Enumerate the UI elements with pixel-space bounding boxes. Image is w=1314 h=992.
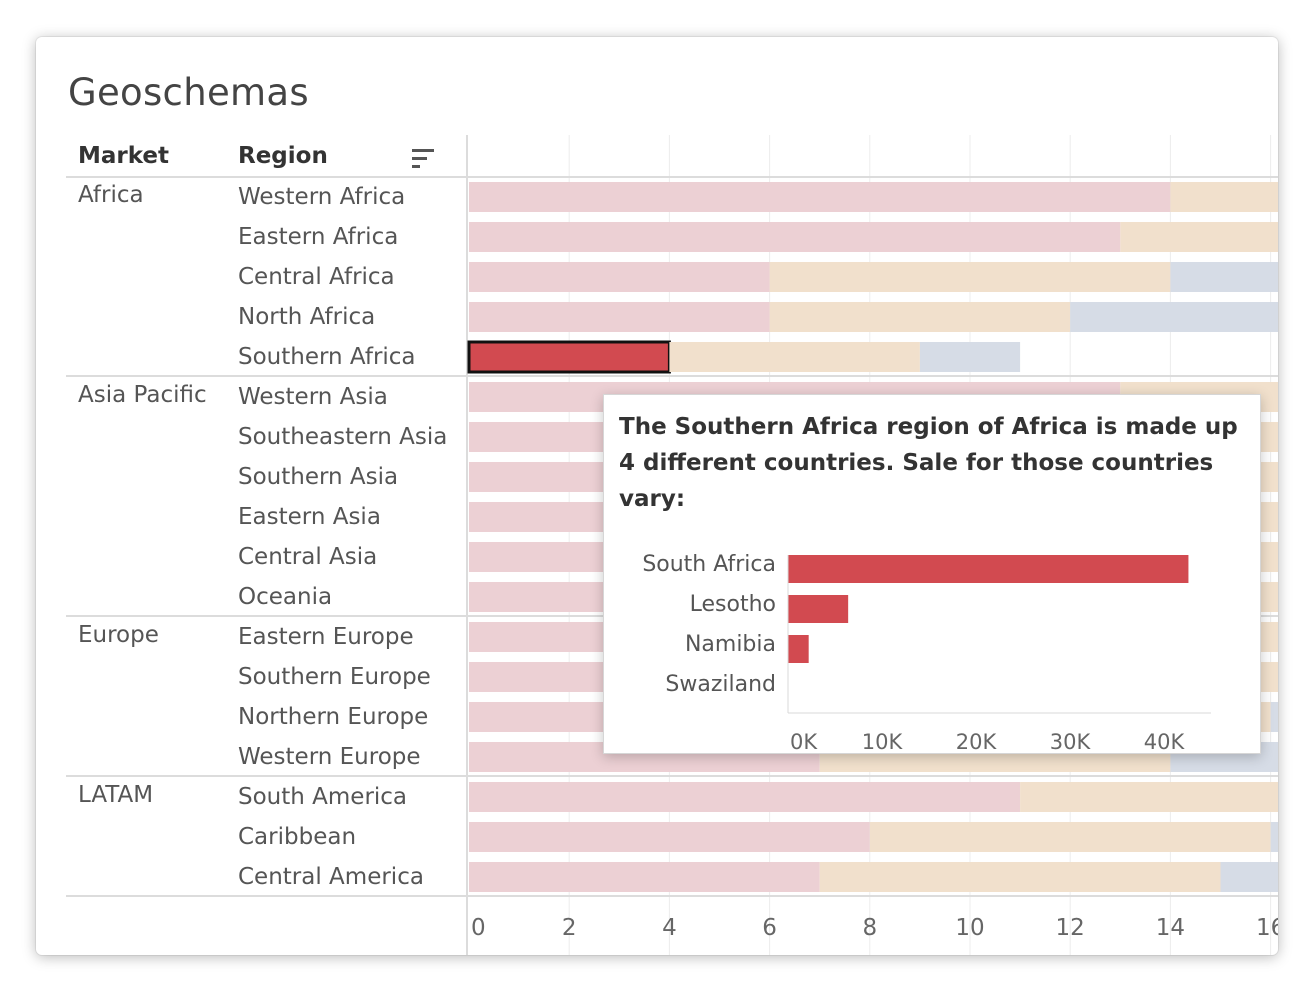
- region-label-western-europe: Western Europe: [238, 744, 421, 770]
- bar-caribbean-seg2[interactable]: [869, 822, 1271, 852]
- axis-divider: [466, 135, 468, 955]
- region-label-central-america: Central America: [238, 864, 424, 890]
- tooltip-x-tick: 20K: [956, 730, 998, 753]
- region-label-western-africa: Western Africa: [238, 184, 406, 210]
- tooltip-bar-lesotho: [788, 595, 849, 623]
- bar-central-africa-seg3[interactable]: [1170, 262, 1278, 292]
- bar-central-america-seg3[interactable]: [1220, 862, 1279, 892]
- bar-eastern-africa-seg1[interactable]: [469, 222, 1121, 252]
- market-separator: [66, 895, 1278, 897]
- tooltip-x-tick: 40K: [1144, 730, 1186, 753]
- tooltip-category-swaziland: Swaziland: [665, 672, 776, 697]
- region-label-southern-europe: Southern Europe: [238, 664, 431, 690]
- region-label-western-asia: Western Asia: [238, 384, 388, 410]
- region-label-oceania: Oceania: [238, 584, 333, 610]
- bar-central-america-seg1[interactable]: [469, 862, 820, 892]
- region-label-southeastern-asia: Southeastern Asia: [238, 424, 448, 450]
- region-label-eastern-asia: Eastern Asia: [238, 504, 381, 530]
- region-label-central-asia: Central Asia: [238, 544, 378, 570]
- x-tick-label: 0: [471, 915, 486, 941]
- tooltip-bar-chart: South Africa Lesotho Namibia Swaziland 0K 10K…: [642, 552, 1211, 753]
- x-tick-label: 12: [1056, 915, 1085, 941]
- market-separator: [66, 775, 1278, 777]
- bar-caribbean-seg1[interactable]: [469, 822, 870, 852]
- bar-southern-africa-seg3[interactable]: [919, 342, 1021, 372]
- region-label-northern-europe: Northern Europe: [238, 704, 429, 730]
- bar-caribbean-seg3[interactable]: [1270, 822, 1278, 852]
- bar-southern-africa-seg2[interactable]: [669, 342, 920, 372]
- region-label-central-africa: Central Africa: [238, 264, 395, 290]
- market-label-europe: Europe: [78, 622, 159, 648]
- region-label-north-africa: North Africa: [238, 304, 376, 330]
- bar-north-africa-seg3[interactable]: [1070, 302, 1278, 332]
- market-label-asia-pacific: Asia Pacific: [78, 382, 207, 408]
- x-tick-label: 2: [562, 915, 577, 941]
- bar-central-africa-seg1[interactable]: [469, 262, 770, 292]
- tooltip-bar-south-africa: [788, 555, 1189, 583]
- bar-central-america-seg2[interactable]: [819, 862, 1221, 892]
- x-tick-label: 14: [1156, 915, 1185, 941]
- bar-north-africa-seg1[interactable]: [469, 302, 770, 332]
- tooltip-category-namibia: Namibia: [685, 632, 776, 657]
- tooltip-x-tick: 0K: [790, 730, 818, 753]
- market-label-africa: Africa: [78, 182, 144, 208]
- region-label-southern-africa: Southern Africa: [238, 344, 416, 370]
- region-label-southern-asia: Southern Asia: [238, 464, 399, 490]
- bar-western-africa-seg1[interactable]: [469, 182, 1171, 212]
- bar-north-africa-seg2[interactable]: [769, 302, 1071, 332]
- market-label-latam: LATAM: [78, 782, 154, 808]
- bar-central-africa-seg2[interactable]: [769, 262, 1171, 292]
- tooltip-x-tick: 30K: [1050, 730, 1092, 753]
- region-label-south-america: South America: [238, 784, 408, 810]
- bar-southern-africa-seg1[interactable]: [467, 340, 671, 374]
- sort-icon[interactable]: [412, 149, 434, 169]
- tooltip: The Southern Africa region of Africa is …: [603, 394, 1261, 754]
- x-tick-label: 6: [762, 915, 777, 941]
- tooltip-category-lesotho: Lesotho: [690, 592, 776, 617]
- x-tick-label: 4: [662, 915, 677, 941]
- tooltip-category-south-africa: South Africa: [642, 552, 776, 577]
- tooltip-bar-namibia: [788, 635, 809, 663]
- region-label-eastern-africa: Eastern Africa: [238, 224, 399, 250]
- header-separator: [66, 176, 1278, 178]
- bar-south-america-seg1[interactable]: [469, 782, 1021, 812]
- x-tick-label: 8: [862, 915, 877, 941]
- region-label-eastern-europe: Eastern Europe: [238, 624, 414, 650]
- x-tick-label: 10: [955, 915, 984, 941]
- bar-eastern-africa-seg2[interactable]: [1120, 222, 1278, 252]
- page-title: Geoschemas: [68, 71, 309, 114]
- tooltip-x-tick: 10K: [862, 730, 904, 753]
- region-label-caribbean: Caribbean: [238, 824, 357, 850]
- x-tick-label: 16: [1256, 915, 1278, 941]
- region-column-header: Region: [238, 143, 328, 169]
- dashboard-card: Geoschemas Market Region Africa Western A…: [36, 37, 1278, 955]
- tooltip-text: The Southern Africa region of Africa is …: [619, 414, 1238, 512]
- bar-western-africa-seg2[interactable]: [1170, 182, 1278, 212]
- bar-south-america-seg2[interactable]: [1020, 782, 1278, 812]
- market-separator: [66, 375, 1278, 377]
- market-column-header: Market: [78, 143, 170, 169]
- bar-northern-europe-seg3[interactable]: [1270, 702, 1278, 732]
